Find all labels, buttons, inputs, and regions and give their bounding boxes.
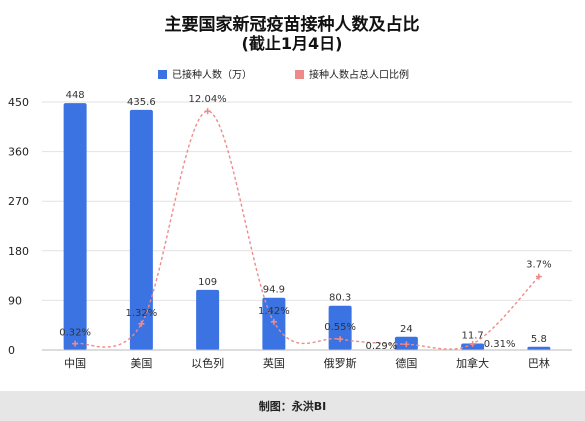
ratio-point: [204, 108, 211, 115]
x-tick-label: 以色列: [191, 356, 224, 370]
ratio-value-label: 0.31%: [484, 339, 516, 350]
ratio-point: [469, 340, 476, 347]
chart-svg: 主要国家新冠疫苗接种人数及占比 (截止1月4日) 已接种人数（万） 接种人数占总…: [8, 14, 572, 370]
bar-value-label: 11.7: [461, 331, 483, 342]
bar-value-label: 435.6: [127, 97, 156, 108]
legend-label-bar: 已接种人数（万）: [172, 68, 252, 81]
bar: [527, 346, 551, 350]
ratio-value-label: 12.04%: [189, 94, 227, 105]
bar: [129, 109, 153, 350]
chart-subtitle: (截止1月4日): [242, 34, 343, 53]
ratio-value-label: 0.29%: [365, 341, 397, 352]
legend-swatch-line: [295, 70, 304, 79]
x-tick-label: 俄罗斯: [324, 357, 357, 370]
y-tick-label: 180: [8, 245, 29, 258]
footer-credit: 制图：永洪BI: [0, 391, 585, 421]
data-labels: 448 435.6 109 94.9 80.3 24 11.7 5.8 0.32% 1.32% 12…: [59, 90, 551, 352]
bar-value-label: 94.9: [263, 285, 285, 296]
legend-swatch-bar: [158, 70, 167, 79]
legend-label-line: 接种人数占总人口比例: [309, 68, 409, 81]
x-tick-label: 德国: [395, 356, 417, 370]
bar-value-label: 80.3: [329, 293, 351, 304]
ratio-point: [270, 318, 277, 325]
y-tick-label: 270: [8, 195, 29, 208]
ratio-value-label: 0.55%: [324, 322, 356, 333]
x-tick-label: 中国: [64, 357, 86, 370]
ratio-value-label: 1.32%: [125, 308, 157, 319]
ratio-value-label: 1.42%: [258, 306, 290, 317]
ratio-value-label: 3.7%: [526, 260, 551, 271]
line-series: [72, 108, 542, 350]
y-tick-label: 450: [8, 96, 29, 109]
grid-lines: [42, 101, 572, 301]
ratio-point: [138, 320, 145, 327]
bar-value-label: 24: [400, 324, 413, 335]
x-tick-label: 美国: [130, 357, 152, 370]
y-tick-label: 0: [8, 344, 15, 357]
chart-title: 主要国家新冠疫苗接种人数及占比: [165, 14, 420, 35]
bar-value-label: 109: [198, 277, 217, 288]
x-tick-label: 英国: [263, 356, 285, 370]
ratio-value-label: 0.32%: [59, 328, 91, 339]
ratio-point: [403, 341, 410, 348]
bar-value-label: 448: [66, 90, 85, 101]
y-tick-label: 360: [8, 146, 29, 159]
bar: [196, 289, 220, 350]
ratio-point: [72, 340, 79, 347]
x-tick-label: 巴林: [528, 356, 550, 370]
bar-value-label: 5.8: [531, 334, 547, 345]
ratio-point: [535, 273, 542, 280]
ratio-point: [337, 336, 344, 343]
legend: 已接种人数（万） 接种人数占总人口比例: [158, 68, 409, 81]
axes: 0 90 180 270 360 450 中国 美国 以色列 英国 俄罗斯 德国 加拿大 巴林: [8, 96, 572, 370]
y-tick-label: 90: [8, 294, 22, 307]
x-tick-label: 加拿大: [456, 356, 489, 370]
bar: [63, 103, 87, 350]
